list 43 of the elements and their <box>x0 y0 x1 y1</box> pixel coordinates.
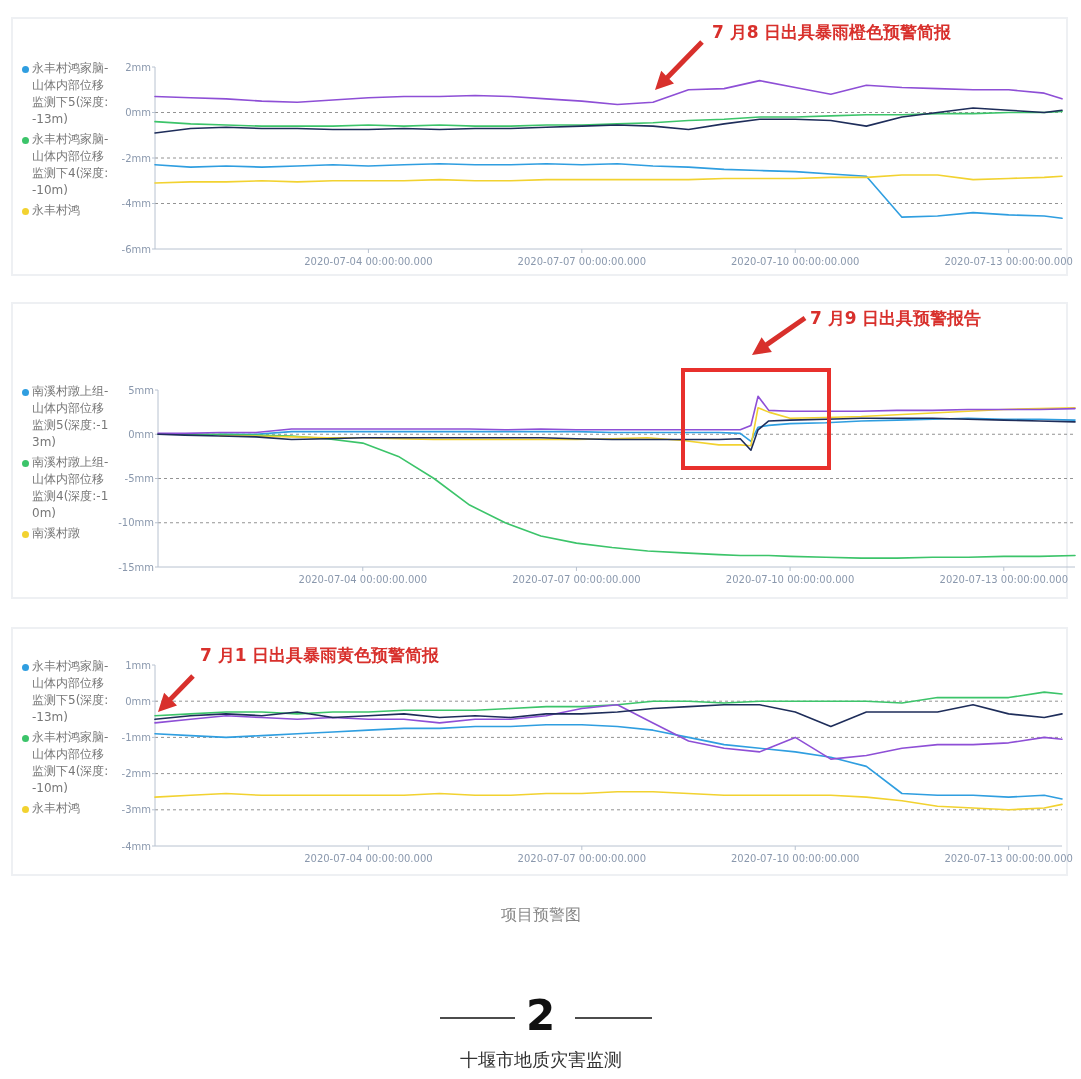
legend-label: 永丰村鸿家脑-山体内部位移监测下4(深度:-10m) <box>32 730 109 795</box>
text: 十堰市地质灾害监测 <box>459 1049 622 1070</box>
x-tick-label: 2020-07-07 00:00:00.000 <box>517 256 647 267</box>
legend-label: 永丰村鸿 <box>32 203 80 217</box>
x-tick-label: 2020-07-04 00:00:00.000 <box>304 256 433 267</box>
legend-label: 南溪村蹾 <box>32 526 80 540</box>
y-tick-label: -5mm <box>124 473 154 484</box>
y-tick-label: 0mm <box>125 107 151 118</box>
y-tick-label: -4mm <box>121 840 151 852</box>
text: 7 月8 日出具暴雨橙色预警简报 <box>712 22 953 42</box>
x-tick-label: 2020-07-10 00:00:00.000 <box>725 574 855 585</box>
x-tick-label: 2020-07-13 00:00:00.000 <box>944 256 1073 267</box>
legend-label: 永丰村鸿 <box>32 801 80 815</box>
legend-label: 南溪村蹾上组-山体内部位移监测5(深度:-13m) <box>32 384 109 449</box>
y-tick-label: -3mm <box>121 804 151 816</box>
text: 2 <box>525 991 556 1040</box>
x-tick-label: 2020-07-10 00:00:00.000 <box>730 853 860 864</box>
y-tick-label: 0mm <box>125 695 151 707</box>
legend-label: 永丰村鸿家脑-山体内部位移监测下5(深度:-13m) <box>32 61 109 126</box>
y-tick-label: 5mm <box>128 384 154 396</box>
y-tick-label: -15mm <box>118 561 154 573</box>
legend-label: 南溪村蹾上组-山体内部位移监测4(深度:-10m) <box>32 455 109 520</box>
y-tick-label: -1mm <box>121 731 151 743</box>
annotation: 7 月1 日出具暴雨黄色预警简报 <box>200 645 441 665</box>
y-tick-label: -10mm <box>118 517 154 529</box>
y-tick-label: -6mm <box>121 243 151 255</box>
y-tick-label: 0mm <box>128 428 154 440</box>
x-tick-label: 2020-07-04 00:00:00.000 <box>298 574 428 585</box>
x-tick-label: 2020-07-07 00:00:00.000 <box>512 574 641 585</box>
x-tick-label: 2020-07-13 00:00:00.000 <box>944 853 1073 864</box>
y-tick-label: -2mm <box>121 768 151 780</box>
y-tick-label: 2mm <box>125 61 151 73</box>
x-tick-label: 2020-07-13 00:00:00.000 <box>939 574 1069 585</box>
y-tick-label: -2mm <box>121 152 151 164</box>
legend-label: 永丰村鸿家脑-山体内部位移监测下5(深度:-13m) <box>32 659 109 724</box>
x-tick-label: 2020-07-04 00:00:00.000 <box>304 853 433 864</box>
text: 7 月9 日出具预警报告 <box>810 308 982 328</box>
x-tick-label: 2020-07-10 00:00:00.000 <box>730 256 860 267</box>
legend-label: 永丰村鸿家脑-山体内部位移监测下4(深度:-10m) <box>32 132 109 197</box>
y-tick-label: -4mm <box>121 198 151 209</box>
x-tick-label: 2020-07-07 00:00:00.000 <box>517 853 647 864</box>
y-tick-label: 1mm <box>125 659 151 671</box>
text: 项目预警图 <box>500 905 581 924</box>
